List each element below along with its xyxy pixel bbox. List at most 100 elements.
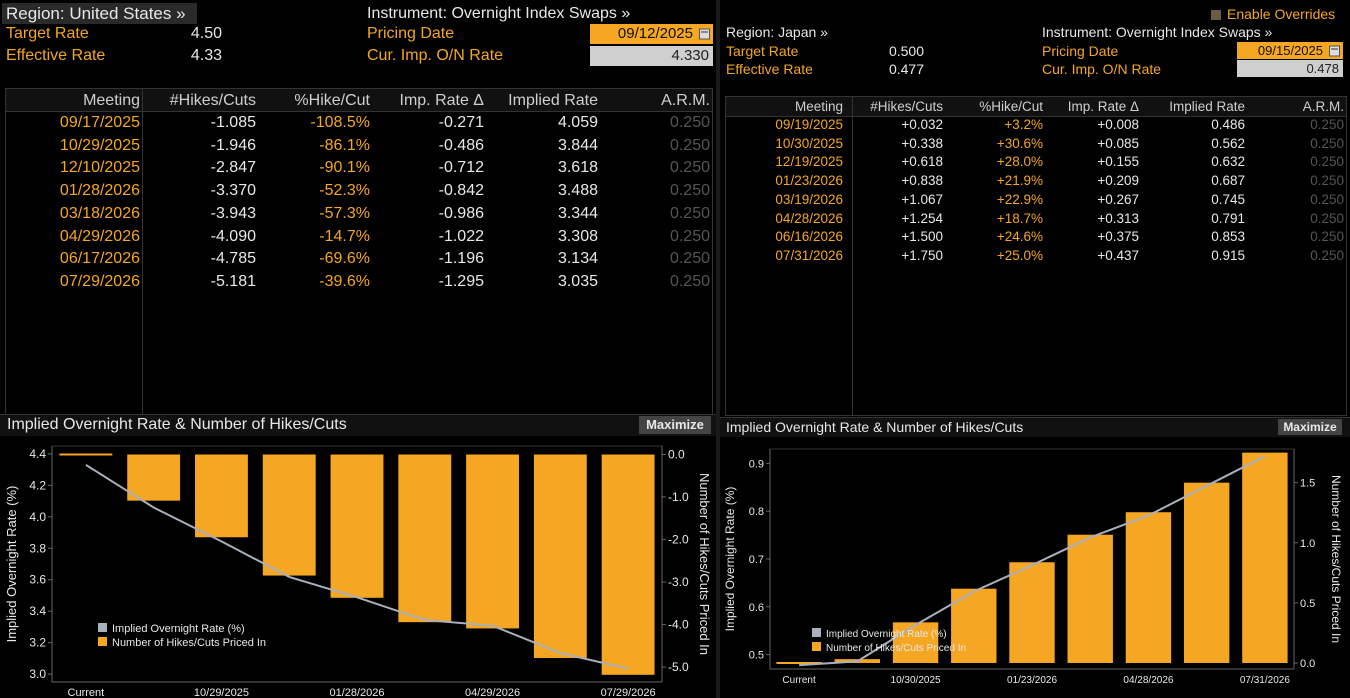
y-tick-label: 3.2 [29, 636, 46, 650]
enable-overrides-label: Enable Overrides [1227, 6, 1336, 22]
cell-hikes-cuts: +1.067 [901, 191, 943, 207]
cell-imp-rate-delta: -1.022 [438, 227, 484, 245]
header-imp-rate-delta[interactable]: Imp. Rate Δ [1067, 99, 1139, 114]
bar-hikes-cuts [892, 622, 939, 663]
us-panel: Region: United States » Instrument: Over… [0, 3, 716, 698]
cell-meeting[interactable]: 03/19/2026 [775, 191, 843, 207]
cell-imp-rate-delta: -0.271 [438, 114, 484, 131]
instrument-selector[interactable]: Instrument: Overnight Index Swaps » [367, 5, 631, 22]
cell-meeting[interactable]: 06/17/2026 [59, 250, 140, 268]
chart-title: Implied Overnight Rate & Number of Hikes… [726, 419, 1024, 435]
legend-swatch-line [812, 628, 821, 637]
y-tick-label: 4.2 [29, 478, 46, 492]
cell-meeting[interactable]: 09/17/2025 [59, 114, 140, 131]
header-imp-rate-delta[interactable]: Imp. Rate Δ [399, 92, 485, 109]
cell-meeting[interactable]: 10/29/2025 [59, 136, 140, 154]
cell-imp-rate-delta: +0.375 [1097, 229, 1139, 245]
cell-hikes-cuts: +0.338 [901, 135, 943, 151]
cell-arm: 0.250 [669, 182, 710, 200]
panel-divider[interactable] [716, 0, 720, 698]
cell-pct-hike-cut: -14.7% [319, 227, 370, 245]
cell-arm: 0.250 [1310, 229, 1344, 245]
header-arm[interactable]: A.R.M. [1302, 99, 1344, 114]
y-tick-label: 3.6 [29, 573, 46, 587]
x-tick-label: Current [782, 675, 816, 686]
bar-hikes-cuts [1009, 562, 1055, 663]
cell-pct-hike-cut: -52.3% [319, 182, 370, 200]
header-pct-hike-cut[interactable]: %Hike/Cut [979, 99, 1043, 114]
maximize-button[interactable]: Maximize [1278, 419, 1342, 435]
legend-swatch-bars [98, 637, 107, 646]
effective-rate-label: Effective Rate [726, 61, 813, 77]
cell-implied-rate: 3.344 [557, 204, 598, 222]
cell-hikes-cuts: -3.370 [210, 182, 256, 200]
cell-pct-hike-cut: -57.3% [319, 204, 370, 222]
cell-pct-hike-cut: +22.9% [996, 191, 1043, 207]
x-tick-label: Current [68, 687, 105, 698]
calendar-icon[interactable] [699, 28, 710, 40]
cell-meeting[interactable]: 04/28/2026 [775, 210, 843, 226]
calendar-icon[interactable] [1329, 45, 1340, 56]
cell-meeting[interactable]: 04/29/2026 [59, 227, 140, 245]
cell-meeting[interactable]: 06/16/2026 [775, 229, 843, 245]
header-pct-hike-cut[interactable]: %Hike/Cut [294, 92, 370, 109]
y-tick-label: 4.4 [29, 447, 46, 461]
y-axis-title: Implied Overnight Rate (%) [723, 487, 737, 632]
x-tick-label: 07/29/2026 [601, 687, 656, 698]
header-hikes-cuts[interactable]: #Hikes/Cuts [870, 99, 943, 114]
header-implied-rate[interactable]: Implied Rate [1169, 99, 1245, 114]
header-arm[interactable]: A.R.M. [661, 92, 710, 109]
y2-tick-label: 0.0 [1300, 658, 1315, 670]
cell-meeting[interactable]: 09/19/2025 [775, 117, 843, 132]
cell-pct-hike-cut: +25.0% [996, 247, 1043, 263]
maximize-button[interactable]: Maximize [639, 416, 711, 434]
y-tick-label: 3.8 [29, 541, 46, 555]
cell-imp-rate-delta: +0.085 [1097, 135, 1139, 151]
cell-meeting[interactable]: 12/19/2025 [775, 154, 843, 170]
legend-label-line: Implied Overnight Rate (%) [112, 623, 245, 635]
cur-imp-rate-field[interactable]: 4.330 [590, 46, 713, 66]
cell-hikes-cuts: +0.838 [901, 173, 943, 189]
cell-implied-rate: 0.486 [1211, 117, 1245, 132]
bar-hikes-cuts [195, 454, 248, 538]
cell-meeting[interactable]: 07/31/2026 [775, 247, 843, 263]
cell-arm: 0.250 [1310, 135, 1344, 151]
cell-arm: 0.250 [669, 272, 710, 290]
x-tick-label: 10/29/2025 [194, 687, 249, 698]
header-implied-rate[interactable]: Implied Rate [508, 92, 598, 109]
pricing-date-field[interactable]: 09/15/2025 [1237, 42, 1343, 59]
header-meeting[interactable]: Meeting [83, 92, 140, 109]
cell-arm: 0.250 [1310, 154, 1344, 170]
y-tick-label: 3.4 [29, 604, 46, 618]
cell-implied-rate: 0.632 [1211, 154, 1245, 170]
header-meeting[interactable]: Meeting [794, 99, 843, 114]
y-tick-label: 0.6 [749, 602, 764, 614]
cell-meeting[interactable]: 01/28/2026 [59, 182, 140, 200]
region-selector[interactable]: Region: Japan » [726, 24, 828, 40]
bar-hikes-cuts [1183, 482, 1230, 663]
cur-imp-rate-label: Cur. Imp. O/N Rate [367, 47, 504, 64]
meetings-table: Meeting #Hikes/Cuts %Hike/Cut Imp. Rate Δ Im… [5, 88, 713, 416]
cell-meeting[interactable]: 10/30/2025 [775, 135, 843, 151]
instrument-selector[interactable]: Instrument: Overnight Index Swaps » [1042, 24, 1273, 40]
y2-tick-label: -2.0 [668, 533, 689, 547]
checkbox-icon[interactable] [1211, 10, 1221, 21]
cell-meeting[interactable]: 03/18/2026 [59, 204, 140, 222]
bar-hikes-cuts [330, 454, 384, 598]
y-tick-label: 0.8 [749, 506, 764, 518]
cell-imp-rate-delta: +0.209 [1097, 173, 1139, 189]
enable-overrides-toggle[interactable]: Enable Overrides [1211, 6, 1335, 22]
y2-axis-title: Number of Hikes/Cuts Priced In [1329, 475, 1343, 643]
cur-imp-rate-field[interactable]: 0.478 [1237, 60, 1343, 77]
y-tick-label: 0.9 [749, 458, 764, 470]
cell-meeting[interactable]: 01/23/2026 [775, 173, 843, 189]
cell-implied-rate: 0.791 [1211, 210, 1245, 226]
cell-pct-hike-cut: -69.6% [319, 250, 370, 268]
y-tick-label: 0.5 [749, 650, 764, 662]
cell-meeting[interactable]: 07/29/2026 [59, 272, 140, 290]
pricing-date-field[interactable]: 09/12/2025 [590, 24, 713, 44]
cell-implied-rate: 0.853 [1211, 229, 1245, 245]
header-hikes-cuts[interactable]: #Hikes/Cuts [169, 92, 256, 109]
cell-meeting[interactable]: 12/10/2025 [59, 159, 140, 177]
region-selector[interactable]: Region: United States » [2, 3, 197, 24]
